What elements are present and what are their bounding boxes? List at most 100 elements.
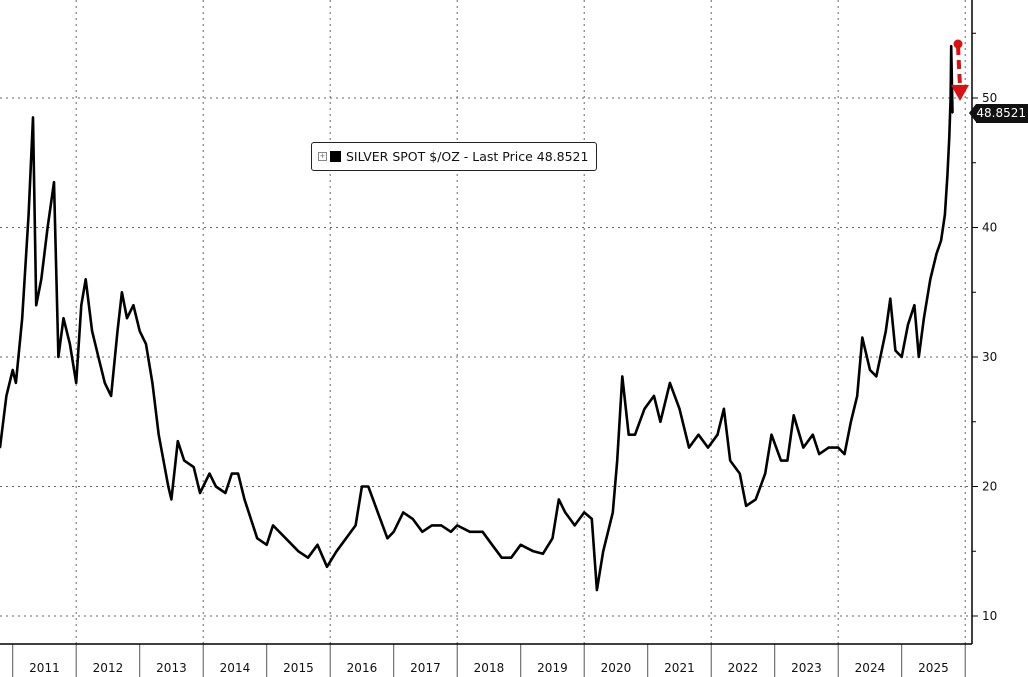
data-point — [91, 330, 93, 332]
data-point — [707, 446, 709, 449]
data-point — [157, 433, 160, 436]
x-tick-label: 2015 — [283, 661, 314, 675]
data-point — [948, 136, 951, 138]
data-point — [440, 524, 443, 527]
data-point — [0, 446, 1, 449]
x-tick-label: 2012 — [93, 661, 124, 675]
data-point — [885, 330, 887, 332]
data-point — [138, 330, 141, 332]
data-point — [183, 459, 185, 462]
data-point — [940, 239, 942, 242]
annotation-dashed-line — [956, 45, 962, 87]
data-point — [856, 395, 859, 397]
data-point — [583, 511, 585, 514]
data-point — [716, 433, 719, 436]
y-tick-label: 30 — [982, 350, 997, 364]
data-point — [40, 278, 43, 281]
axes: 10 20 30 40 50 2011 2012 2013 2014 2015 2016 2017 20… — [0, 0, 997, 677]
data-point — [850, 420, 852, 423]
data-point — [469, 531, 471, 533]
data-point — [335, 550, 338, 553]
legend-label: SILVER SPOT $/OZ - Last Price 48.8521 — [346, 149, 589, 164]
data-point — [35, 304, 37, 307]
x-tick-label: 2024 — [855, 661, 886, 675]
data-point — [894, 349, 897, 352]
data-point — [500, 556, 503, 559]
data-point — [110, 395, 112, 397]
data-point — [843, 453, 846, 455]
data-point — [199, 492, 201, 494]
data-point — [450, 531, 452, 533]
data-point — [944, 213, 946, 216]
data-point — [935, 252, 938, 255]
data-point — [827, 446, 830, 449]
data-point — [126, 317, 128, 319]
x-tick-label: 2016 — [347, 661, 378, 675]
y-tick-label: 50 — [982, 91, 997, 105]
data-point — [837, 446, 839, 449]
data-point — [946, 174, 949, 177]
data-point — [456, 524, 459, 527]
data-point — [678, 408, 681, 410]
data-point — [21, 317, 24, 319]
data-point — [272, 524, 274, 527]
y-tick-label: 10 — [982, 609, 997, 623]
data-point — [177, 440, 179, 442]
y-tick-label: 40 — [982, 221, 997, 235]
data-point — [634, 433, 636, 436]
data-point — [812, 433, 814, 436]
data-point — [875, 375, 878, 378]
data-point — [46, 226, 49, 229]
data-point — [297, 550, 300, 553]
data-point — [167, 485, 170, 488]
data-point — [192, 466, 195, 468]
data-point — [97, 356, 100, 358]
data-point — [792, 414, 795, 417]
data-point — [62, 317, 65, 319]
data-point — [316, 543, 319, 546]
data-point — [491, 543, 493, 546]
data-point — [669, 382, 671, 384]
data-point — [764, 472, 766, 475]
data-point — [265, 543, 268, 546]
data-point — [170, 498, 173, 501]
data-point — [929, 278, 932, 281]
data-point — [284, 537, 287, 540]
data-point — [15, 382, 17, 384]
x-tick-label: 2014 — [220, 661, 251, 675]
data-point — [377, 511, 379, 514]
x-tick-label: 2023 — [791, 661, 822, 675]
data-point — [215, 485, 217, 488]
data-point — [224, 492, 227, 494]
data-point — [11, 369, 14, 371]
x-tick-label: 2020 — [601, 661, 632, 675]
data-point — [392, 531, 395, 533]
grid — [0, 0, 972, 644]
data-point — [861, 336, 864, 339]
data-point — [32, 116, 34, 119]
data-point — [913, 304, 916, 307]
x-tick-label: 2018 — [474, 661, 505, 675]
data-point — [57, 356, 60, 358]
data-point — [591, 518, 593, 520]
data-point — [345, 537, 347, 540]
data-point — [542, 553, 544, 555]
data-point — [151, 382, 154, 384]
data-point — [754, 498, 757, 501]
data-point — [923, 317, 925, 319]
data-point — [230, 472, 233, 475]
data-point — [121, 291, 123, 294]
data-point — [723, 408, 725, 410]
data-point — [519, 543, 522, 546]
data-point — [659, 420, 662, 423]
data-point — [627, 433, 630, 436]
legend[interactable]: + SILVER SPOT $/OZ - Last Price 48.8521 — [311, 142, 598, 171]
data-point — [688, 446, 690, 449]
annotation-arrowhead — [951, 85, 969, 101]
data-point — [510, 556, 512, 559]
legend-expand-icon[interactable]: + — [318, 152, 327, 161]
x-tick-label: 2011 — [29, 661, 60, 675]
data-point — [869, 369, 871, 371]
data-point — [802, 446, 805, 449]
data-point — [354, 524, 357, 527]
